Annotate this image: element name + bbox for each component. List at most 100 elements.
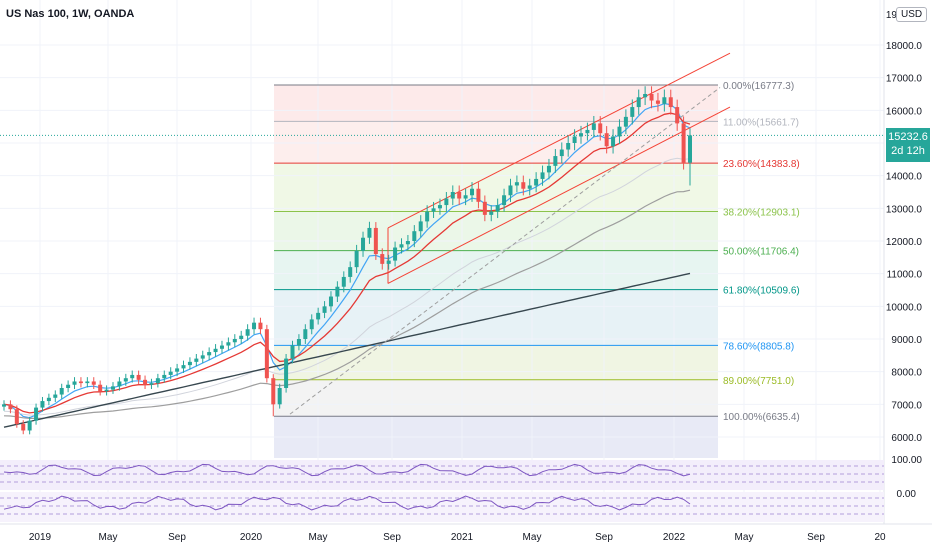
- candle-body: [393, 247, 398, 261]
- candle-body: [309, 319, 314, 330]
- channel-lower: [387, 106, 731, 284]
- fib-label: 38.20%(12903.1): [723, 207, 800, 218]
- candle-body: [617, 126, 622, 137]
- sma-light-line: [3, 157, 691, 416]
- candle-body: [540, 172, 545, 179]
- candle-body: [162, 374, 167, 379]
- candle-body: [136, 374, 141, 380]
- candle-body: [662, 97, 667, 104]
- candle-body: [213, 348, 218, 353]
- x-tick-label: 2022: [663, 532, 686, 543]
- fibonacci-levels: 0.00%(16777.3) 11.00%(15661.7) 23.60%(1438…: [0, 81, 884, 423]
- candle-body: [502, 195, 507, 206]
- fib-zone: [274, 379, 718, 417]
- candle-body: [527, 185, 532, 189]
- candle-body: [514, 182, 519, 186]
- candle-body: [72, 381, 77, 385]
- trend-dashed-line: [289, 87, 721, 415]
- candle-body: [110, 386, 115, 390]
- x-tick-label: May: [523, 532, 542, 543]
- candle-body: [495, 205, 500, 212]
- candle-body: [425, 211, 430, 222]
- osc-pane-lower: [0, 492, 884, 522]
- candle-body: [284, 358, 289, 388]
- candle-body: [566, 143, 571, 150]
- candle-body: [668, 97, 673, 108]
- candle-body: [399, 244, 404, 248]
- candle-body: [386, 260, 391, 264]
- y-tick-label: 7000.0: [891, 400, 922, 411]
- candle-body: [431, 208, 436, 212]
- candle-body: [521, 182, 526, 189]
- y-tick-label: 18000.0: [886, 41, 923, 52]
- oscillator-panes: 100.00 0.00: [0, 455, 922, 522]
- fibonacci-zones: [274, 84, 718, 458]
- fib-zone: [274, 211, 718, 251]
- candle-body: [149, 383, 154, 385]
- last-price-tag: 15232.6 2d 12h: [886, 128, 930, 162]
- candle-body: [636, 97, 641, 108]
- x-tick-label: May: [735, 532, 754, 543]
- candle-body: [296, 339, 301, 346]
- candle-body: [328, 296, 333, 307]
- candle-body: [604, 133, 609, 147]
- candle-body: [373, 227, 378, 255]
- currency-button[interactable]: USD: [896, 7, 928, 22]
- candle-body: [553, 156, 558, 166]
- candle-body: [463, 195, 468, 199]
- candle-body: [316, 312, 321, 320]
- candle-body: [630, 107, 635, 117]
- candle-body: [470, 188, 475, 196]
- y-tick-label: 13000.0: [886, 204, 923, 215]
- candle-body: [27, 420, 32, 431]
- chart-title: US Nas 100, 1W, OANDA: [6, 8, 135, 20]
- candle-body: [8, 404, 13, 410]
- candle-body: [643, 94, 648, 98]
- candle-body: [98, 384, 103, 392]
- candle-body: [444, 198, 449, 206]
- sma-long-line: [3, 272, 691, 428]
- candle-body: [123, 378, 128, 382]
- fib-zone: [274, 121, 718, 164]
- y-tick-label: 6000.0: [891, 433, 922, 444]
- x-tick-label: 2020: [240, 532, 263, 543]
- candle-body: [252, 322, 257, 330]
- candle-body: [572, 136, 577, 143]
- candle-body: [181, 365, 186, 369]
- candle-body: [585, 129, 590, 134]
- x-tick-label: Sep: [807, 532, 825, 543]
- candle-body: [623, 116, 628, 127]
- fib-label: 89.00%(7751.0): [723, 376, 794, 387]
- candle-body: [322, 306, 327, 313]
- y-tick-label: 10000.0: [886, 302, 923, 313]
- fib-label: 78.60%(8805.8): [723, 341, 794, 352]
- candle-body: [34, 407, 39, 421]
- candle-body: [489, 211, 494, 215]
- candle-body: [175, 368, 180, 372]
- oscillator-line-lower: [3, 495, 691, 511]
- candle-body: [290, 345, 295, 359]
- candle-body: [258, 322, 263, 330]
- candle-body: [130, 374, 135, 379]
- candle-body: [354, 250, 359, 268]
- candle-body: [405, 241, 410, 245]
- fib-label: 11.00%(15661.7): [723, 117, 799, 128]
- fib-zone: [274, 84, 718, 122]
- candle-body: [232, 339, 237, 343]
- candle-body: [534, 178, 539, 186]
- candle-body: [271, 378, 276, 405]
- x-tick-label: Sep: [383, 532, 401, 543]
- candle-body: [53, 394, 58, 398]
- candle-body: [104, 389, 109, 392]
- price-axis: 6000.0 7000.0 8000.0 9000.0 10000.0 11000.0 12…: [883, 0, 923, 524]
- candle-body: [59, 388, 64, 395]
- osc-pane-upper: [0, 460, 884, 490]
- x-tick-label: 20: [874, 532, 886, 543]
- fib-zone: [274, 163, 718, 212]
- x-tick-label: May: [99, 532, 118, 543]
- countdown-value: 2d 12h: [891, 145, 925, 157]
- candle-body: [450, 192, 455, 199]
- candle-body: [219, 345, 224, 349]
- candle-body: [143, 379, 148, 385]
